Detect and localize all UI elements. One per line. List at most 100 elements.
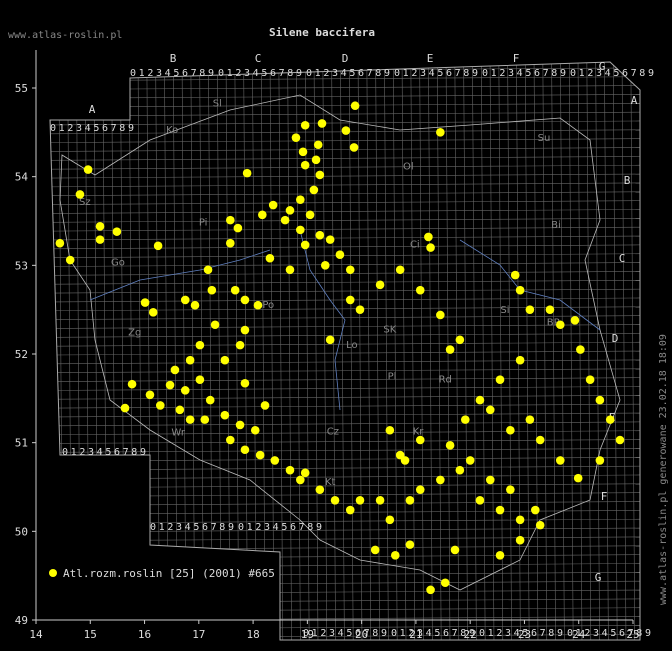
occurrence-dot <box>355 305 365 314</box>
region-label: Cz <box>327 427 339 438</box>
grid-line <box>428 62 433 640</box>
occurrence-dot <box>330 496 340 505</box>
grid-line <box>331 62 336 640</box>
grid-line <box>50 368 640 374</box>
occurrence-dot <box>185 415 195 424</box>
occurrence-dot <box>385 425 395 435</box>
occurrence-dot <box>285 206 295 215</box>
occurrence-dot <box>55 238 65 248</box>
occurrence-dot <box>545 305 555 314</box>
occurrence-dot <box>436 310 445 320</box>
occurrence-dot <box>495 505 505 515</box>
grid-line <box>50 156 640 161</box>
occurrence-dot <box>285 465 295 475</box>
occurrence-dot <box>207 285 217 295</box>
occurrence-dot <box>235 340 245 350</box>
occurrence-dot <box>240 445 250 455</box>
occurrence-dot <box>436 475 445 485</box>
occurrence-dot <box>455 465 465 475</box>
grid-line <box>243 62 248 640</box>
occurrence-dot <box>291 133 301 142</box>
occurrence-dot <box>300 160 310 170</box>
grid-line <box>357 62 363 640</box>
occurrence-dot <box>525 305 535 314</box>
grid-line <box>595 62 600 640</box>
region-label: Lo <box>346 340 358 351</box>
grid-line <box>454 62 460 640</box>
occurrence-dot <box>525 415 535 424</box>
occurrence-dot <box>317 119 327 128</box>
region-label: Pi <box>199 217 208 228</box>
occurrence-dot <box>515 285 525 295</box>
occurrence-dot <box>415 485 425 494</box>
grid-letter: C <box>255 52 262 65</box>
grid-letter: B <box>624 174 631 187</box>
footer-text: www.atlas-roslin.pl generowane 23.02.18 … <box>658 334 669 605</box>
occurrence-dot <box>515 515 525 525</box>
grid-line <box>621 62 627 640</box>
occurrence-dot <box>203 265 213 275</box>
region-label: Sz <box>79 197 91 208</box>
region-label: Ko <box>166 125 178 136</box>
occurrence-dot <box>145 390 155 400</box>
occurrence-dot <box>190 300 200 310</box>
grid-line <box>50 359 640 365</box>
x-tick-label: 16 <box>138 628 151 641</box>
occurrence-dot <box>165 380 175 390</box>
grid-line <box>269 62 275 640</box>
legend-marker <box>49 569 57 577</box>
country-border <box>59 94 621 591</box>
grid-line <box>401 62 407 640</box>
grid-line <box>199 62 204 640</box>
occurrence-dot <box>175 405 185 415</box>
occurrence-dot <box>370 545 380 555</box>
occurrence-dot <box>605 415 615 424</box>
occurrence-dot <box>415 285 425 295</box>
occurrence-dot <box>595 395 605 405</box>
occurrence-dot <box>576 345 585 354</box>
occurrence-dot <box>95 235 105 244</box>
x-tick-label: 22 <box>464 628 477 641</box>
grid-line <box>50 209 640 214</box>
occurrence-dot <box>465 456 475 465</box>
occurrence-dot <box>385 515 395 525</box>
region-label: Pl <box>388 372 397 383</box>
grid-line <box>50 412 640 418</box>
grid-line <box>50 76 640 81</box>
grid-line <box>50 421 640 427</box>
occurrence-dot <box>405 540 415 549</box>
occurrence-dot <box>325 335 335 345</box>
x-tick-label: 24 <box>572 628 586 641</box>
x-tick-label: 14 <box>29 628 43 641</box>
grid-line <box>50 235 640 241</box>
x-tick-label: 23 <box>518 628 531 641</box>
occurrence-dot <box>390 550 400 560</box>
y-tick-label: 54 <box>15 171 29 184</box>
occurrence-dot <box>240 378 250 388</box>
occurrence-dot <box>300 120 310 130</box>
occurrence-dot <box>515 535 525 545</box>
grid-line <box>50 164 640 170</box>
grid-line <box>50 350 640 356</box>
region-label: Po <box>262 300 274 311</box>
occurrence-dot <box>195 340 205 350</box>
occurrence-dot <box>250 425 260 435</box>
occurrence-dot <box>225 215 235 225</box>
grid-line <box>278 62 284 640</box>
occurrence-dot <box>485 475 495 485</box>
occurrence-dot <box>296 475 305 485</box>
grid-line <box>586 62 592 640</box>
occurrence-dot <box>240 325 250 335</box>
occurrence-dot <box>195 375 205 385</box>
occurrence-dot <box>345 265 355 275</box>
grid-line <box>384 62 389 640</box>
occurrence-dot <box>285 265 295 275</box>
occurrence-dot <box>112 227 122 236</box>
grid-line <box>630 62 636 640</box>
occurrence-dot <box>570 316 580 325</box>
occurrence-dot <box>405 496 415 505</box>
x-tick-label: 17 <box>192 628 205 641</box>
grid-letter: D <box>342 52 349 65</box>
occurrence-dot <box>495 550 505 560</box>
grid-line <box>50 262 640 267</box>
